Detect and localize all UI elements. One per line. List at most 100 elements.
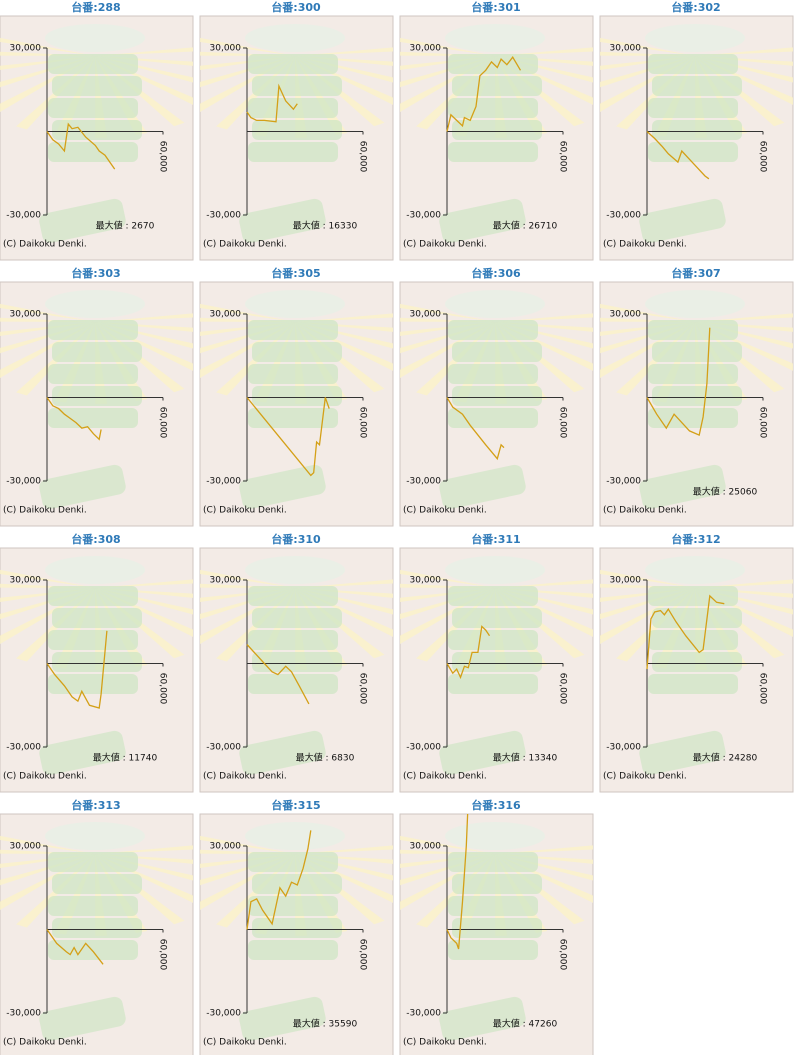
tray — [448, 852, 538, 872]
chart-title: 台番:316 — [471, 798, 521, 812]
data-line — [446, 814, 469, 950]
tray — [48, 364, 138, 384]
tray — [52, 918, 142, 938]
base-tray — [439, 464, 526, 509]
tray — [48, 320, 138, 340]
chart-panel: -30,000 30,000 60,000 最大値 : 11740 (C) Daikok… — [0, 547, 194, 793]
ray — [95, 322, 193, 371]
tray — [52, 874, 142, 894]
tray — [248, 408, 338, 428]
x-tick-label: 60,000 — [758, 407, 768, 439]
tray — [52, 608, 142, 628]
max-annotation: 最大値 : 2670 — [96, 220, 155, 232]
data-line — [46, 122, 116, 170]
ray — [400, 322, 495, 378]
max-annotation: 最大値 : 11740 — [93, 752, 158, 764]
tray — [48, 674, 138, 694]
copyright: (C) Daikoku Denki. — [403, 1038, 487, 1048]
max-annotation: 最大値 : 6830 — [296, 752, 355, 764]
x-tick-label: 60,000 — [358, 141, 368, 173]
tray — [52, 386, 142, 406]
ray — [695, 47, 793, 56]
y-tick-label: -30,000 — [606, 743, 641, 753]
chart-title: 台番:313 — [71, 798, 120, 812]
y-tick-label: -30,000 — [406, 743, 441, 753]
base-tray — [239, 996, 326, 1041]
x-tick-label: 60,000 — [558, 141, 568, 173]
y-tick-label: 30,000 — [10, 310, 42, 320]
tray — [648, 364, 738, 384]
tray — [452, 386, 542, 406]
ray — [95, 56, 193, 66]
tray — [252, 918, 342, 938]
base-tray — [39, 996, 126, 1041]
ray — [0, 322, 95, 337]
y-tick-label: -30,000 — [206, 211, 241, 221]
ray — [295, 56, 393, 105]
tray — [652, 342, 742, 362]
chart-title: 台番:305 — [271, 266, 320, 280]
bowl-top — [645, 24, 745, 52]
tray — [48, 586, 138, 606]
bowl-top — [645, 290, 745, 318]
bowl-top — [445, 290, 545, 318]
tray — [248, 142, 338, 162]
tray — [452, 652, 542, 672]
tray — [448, 674, 538, 694]
ray — [295, 56, 393, 66]
chart-panel: -30,000 30,000 60,000 (C) Daikoku Denki. — [199, 281, 394, 527]
tray — [248, 630, 338, 650]
ray — [695, 322, 793, 371]
chart-title: 台番:301 — [471, 0, 520, 14]
bowl-top — [245, 24, 345, 52]
ray — [600, 322, 695, 378]
tray — [648, 98, 738, 118]
chart-panel: -30,000 30,000 60,000 最大値 : 13340 (C) Daikok… — [399, 547, 594, 793]
y-tick-label: -30,000 — [6, 477, 41, 487]
ray — [400, 56, 495, 71]
ray — [600, 56, 695, 112]
ray — [295, 322, 393, 371]
chart-title: 台番:312 — [671, 532, 720, 546]
copyright: (C) Daikoku Denki. — [203, 506, 287, 516]
y-tick-label: 30,000 — [210, 310, 242, 320]
bowl-top — [245, 290, 345, 318]
x-tick-label: 60,000 — [758, 673, 768, 705]
y-tick-label: 30,000 — [410, 576, 442, 586]
x-tick-label: 60,000 — [558, 673, 568, 705]
ray — [0, 322, 95, 378]
tray — [448, 320, 538, 340]
x-tick-label: 60,000 — [158, 673, 168, 705]
y-tick-label: -30,000 — [606, 477, 641, 487]
tray — [48, 896, 138, 916]
y-tick-label: -30,000 — [6, 1009, 41, 1019]
chart-title: 台番:311 — [471, 532, 520, 546]
tray — [252, 342, 342, 362]
tray — [48, 142, 138, 162]
copyright: (C) Daikoku Denki. — [3, 1038, 87, 1048]
ray — [400, 322, 495, 337]
tray — [652, 608, 742, 628]
chart-panel: -30,000 30,000 60,000 (C) Daikoku Denki. — [0, 813, 194, 1055]
copyright: (C) Daikoku Denki. — [603, 240, 687, 250]
y-tick-label: -30,000 — [406, 211, 441, 221]
copyright: (C) Daikoku Denki. — [203, 1038, 287, 1048]
copyright: (C) Daikoku Denki. — [603, 506, 687, 516]
y-tick-label: 30,000 — [10, 576, 42, 586]
tray — [652, 652, 742, 672]
bowl-top — [45, 290, 145, 318]
ray — [200, 322, 295, 337]
y-tick-label: 30,000 — [410, 842, 442, 852]
bowl-top — [445, 556, 545, 584]
y-tick-label: -30,000 — [6, 211, 41, 221]
tray — [452, 76, 542, 96]
tray — [248, 674, 338, 694]
y-tick-label: -30,000 — [206, 743, 241, 753]
y-tick-label: 30,000 — [610, 44, 642, 54]
ray — [200, 322, 295, 378]
tray — [648, 586, 738, 606]
copyright: (C) Daikoku Denki. — [403, 240, 487, 250]
bowl-top — [45, 24, 145, 52]
x-tick-label: 60,000 — [358, 407, 368, 439]
